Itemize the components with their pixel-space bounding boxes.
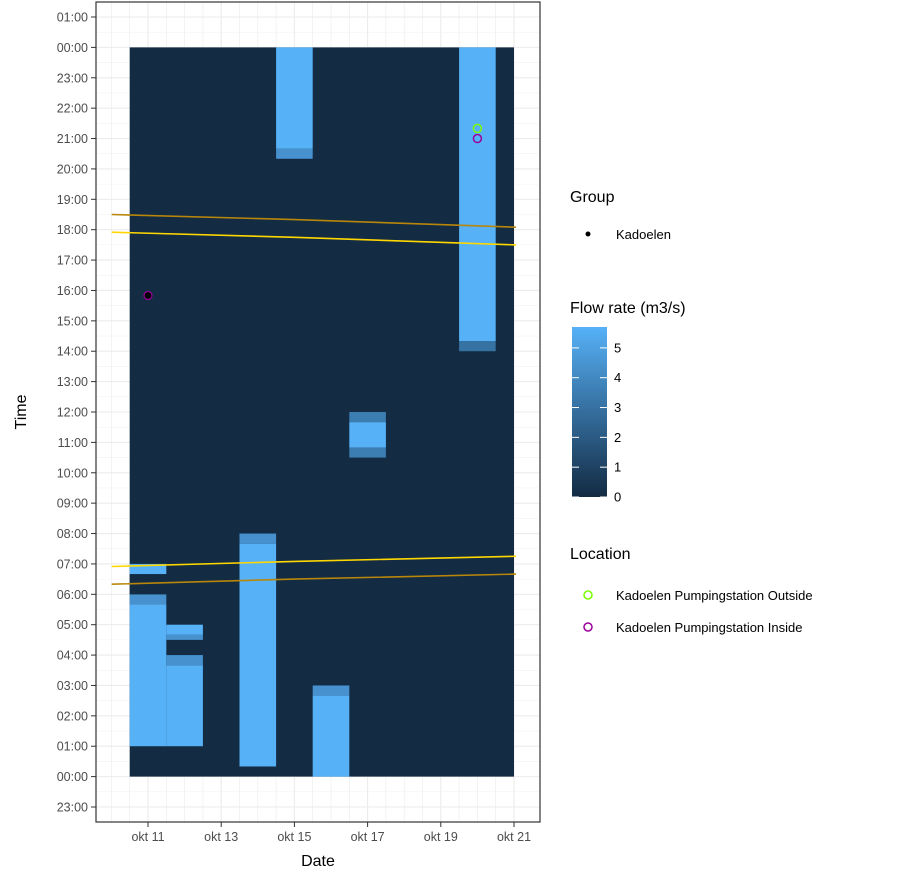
location-legend-key-inside bbox=[583, 622, 593, 632]
heatmap-tile bbox=[459, 341, 496, 352]
group-legend-label-kadoelen: Kadoelen bbox=[616, 227, 671, 242]
y-tick-label: 01:00 bbox=[57, 740, 88, 754]
flow-legend: Flow rate (m3/s) 0 1 2 3 4 5 bbox=[570, 300, 686, 505]
colorbar-tick-label: 0 bbox=[614, 490, 621, 505]
heatmap-tile bbox=[129, 563, 167, 575]
x-tick-label: okt 13 bbox=[204, 830, 238, 844]
tile-layer bbox=[129, 47, 514, 777]
y-tick-label: 00:00 bbox=[57, 770, 88, 784]
y-tick-label: 14:00 bbox=[57, 345, 88, 359]
y-axis-title: Time bbox=[13, 394, 30, 429]
heatmap-tile bbox=[239, 533, 277, 544]
heatmap-tile bbox=[239, 543, 277, 767]
y-tick-label: 21:00 bbox=[57, 132, 88, 146]
heatmap-tile bbox=[166, 665, 203, 747]
reference-line bbox=[111, 555, 517, 568]
flow-legend-title: Flow rate (m3/s) bbox=[570, 300, 686, 317]
y-tick-label: 09:00 bbox=[57, 497, 88, 511]
x-tick-label: okt 19 bbox=[424, 830, 458, 844]
y-tick-label: 10:00 bbox=[57, 466, 88, 480]
y-tick-label: 12:00 bbox=[57, 406, 88, 420]
point-layer bbox=[143, 123, 483, 301]
y-tick-label: 23:00 bbox=[57, 71, 88, 85]
y-tick-label: 08:00 bbox=[57, 527, 88, 541]
point-location bbox=[472, 123, 483, 134]
heatmap-tile bbox=[276, 148, 313, 159]
location-legend-label-outside: Kadoelen Pumpingstation Outside bbox=[616, 588, 813, 603]
y-tick-label: 01:00 bbox=[57, 11, 88, 25]
heatmap-tile bbox=[166, 655, 203, 666]
heatmap-tile bbox=[129, 604, 167, 747]
heatmap-tile bbox=[276, 47, 313, 149]
location-legend-title: Location bbox=[570, 546, 631, 563]
flow-colorbar bbox=[572, 327, 607, 497]
y-tick-label: 23:00 bbox=[57, 801, 88, 815]
y-tick-label: 02:00 bbox=[57, 709, 88, 723]
y-tick-label: 18:00 bbox=[57, 223, 88, 237]
x-axis-title: Date bbox=[301, 853, 335, 870]
y-tick-label: 15:00 bbox=[57, 314, 88, 328]
colorbar-tick-label: 5 bbox=[614, 340, 621, 355]
colorbar-tick-label: 3 bbox=[614, 400, 621, 415]
heatmap-tile bbox=[349, 412, 386, 423]
heatmap-tile bbox=[459, 47, 496, 342]
colorbar-tick-label: 2 bbox=[614, 430, 621, 445]
y-tick-label: 05:00 bbox=[57, 618, 88, 632]
y-tick-label: 06:00 bbox=[57, 588, 88, 602]
y-tick-label: 17:00 bbox=[57, 254, 88, 268]
x-tick-label: okt 11 bbox=[131, 830, 164, 844]
reference-line bbox=[111, 213, 517, 228]
y-tick-label: 00:00 bbox=[57, 41, 88, 55]
heatmap-tile bbox=[129, 574, 167, 595]
x-tick-label: okt 17 bbox=[351, 830, 385, 844]
reference-line bbox=[111, 231, 517, 246]
y-tick-label: 07:00 bbox=[57, 557, 88, 571]
group-legend-key-kadoelen bbox=[585, 231, 591, 237]
y-tick-label: 04:00 bbox=[57, 649, 88, 663]
point-group-kadoelen bbox=[143, 290, 153, 301]
point-location bbox=[472, 133, 483, 144]
group-legend: Group Kadoelen bbox=[570, 189, 671, 242]
heatmap-tile bbox=[129, 594, 167, 605]
heatmap-tile bbox=[312, 685, 350, 696]
heatmap-tile bbox=[349, 447, 386, 458]
y-tick-label: 11:00 bbox=[58, 436, 88, 450]
heatmap-tile bbox=[166, 624, 203, 635]
y-tick-label: 03:00 bbox=[57, 679, 88, 693]
x-tick-label: okt 21 bbox=[497, 830, 531, 844]
x-axis: okt 11 okt 13 okt 15 okt 17 okt 19 okt 21 bbox=[131, 822, 531, 844]
y-tick-label: 13:00 bbox=[57, 375, 88, 389]
colorbar-tick-label: 4 bbox=[614, 370, 621, 385]
reference-line bbox=[111, 573, 517, 585]
y-tick-label: 19:00 bbox=[57, 193, 88, 207]
y-axis: 23:00 00:00 01:00 02:00 03:00 04:00 05:00 06:00… bbox=[57, 11, 96, 815]
location-legend-label-inside: Kadoelen Pumpingstation Inside bbox=[616, 620, 802, 635]
y-tick-label: 22:00 bbox=[57, 102, 88, 116]
location-legend-key-outside bbox=[583, 590, 593, 600]
line-layer bbox=[111, 213, 517, 585]
colorbar-tick-label: 1 bbox=[614, 460, 621, 475]
heatmap-tile bbox=[349, 422, 386, 448]
heatmap-tile bbox=[312, 695, 350, 777]
y-tick-label: 20:00 bbox=[57, 162, 88, 176]
heatmap-tile bbox=[166, 634, 203, 640]
y-tick-label: 16:00 bbox=[57, 284, 88, 298]
x-tick-label: okt 15 bbox=[277, 830, 311, 844]
group-legend-title: Group bbox=[570, 189, 615, 206]
location-legend: Location Kadoelen Pumpingstation Outside… bbox=[570, 546, 813, 635]
